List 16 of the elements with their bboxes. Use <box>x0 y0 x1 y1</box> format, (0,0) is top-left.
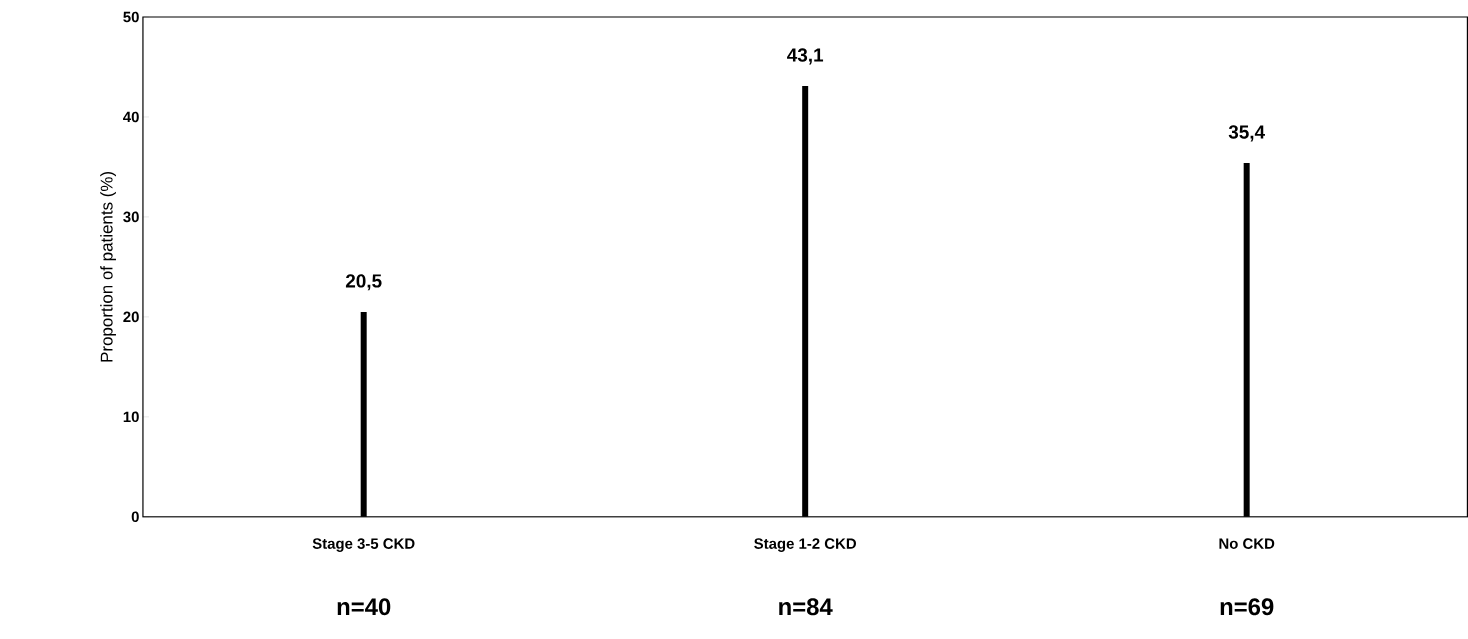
y-tick-label: 0 <box>131 511 139 523</box>
y-tick-label: 10 <box>123 411 139 423</box>
text: n=40 <box>337 598 391 616</box>
data-label: 35,4 <box>1228 125 1265 142</box>
x-tick-label: Stage 3-5 CKD <box>312 538 415 553</box>
y-tick-label: 20 <box>123 311 139 323</box>
data-label: 43,1 <box>787 48 824 65</box>
x-tick-label: No CKD <box>1219 538 1275 550</box>
y-tick-label: 30 <box>123 211 139 223</box>
x-tick-label: Stage 1-2 CKD <box>754 538 856 553</box>
y-axis-title: Proportion of patients (%) <box>100 172 116 362</box>
y-tick-label: 40 <box>123 111 139 123</box>
data-label: 20,5 <box>345 274 382 291</box>
text: n=69 <box>1220 598 1274 616</box>
text: n=84 <box>779 598 833 616</box>
y-tick-label: 50 <box>123 11 139 23</box>
